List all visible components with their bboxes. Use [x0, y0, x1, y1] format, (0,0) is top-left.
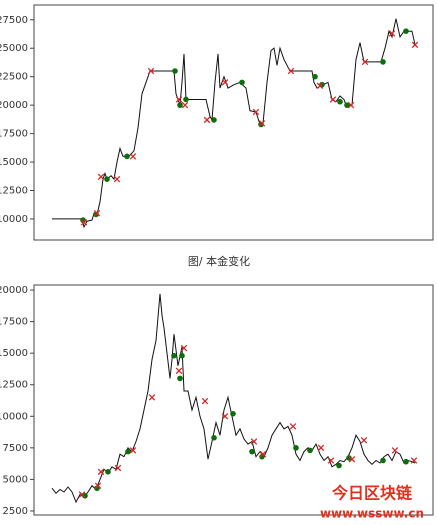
- buy-marker: [125, 448, 131, 455]
- sell-marker: [289, 423, 297, 430]
- buy-marker: [104, 176, 110, 182]
- buy-marker: [337, 98, 343, 105]
- sell-marker: [348, 455, 356, 463]
- sell-marker: [175, 367, 183, 375]
- price-line: [52, 18, 416, 229]
- sell-marker: [360, 437, 368, 444]
- buy-marker: [403, 28, 409, 34]
- sell-marker: [203, 116, 211, 124]
- y-tick-label: 5000: [3, 474, 28, 485]
- y-tick-label: 12500: [0, 185, 28, 196]
- y-tick-label: 27500: [0, 15, 28, 26]
- plot-frame: [33, 284, 434, 516]
- buy-marker: [82, 493, 88, 499]
- y-tick-label: 10000: [0, 214, 28, 225]
- sell-marker: [250, 438, 258, 445]
- sell-marker: [347, 101, 355, 109]
- buy-marker: [172, 68, 178, 74]
- sell-marker: [410, 457, 418, 464]
- buy-marker: [380, 457, 386, 464]
- buy-marker: [177, 375, 183, 382]
- y-tick-label: 20000: [0, 285, 28, 296]
- watermark-url: www.wssww.cn: [320, 507, 424, 521]
- sell-marker: [258, 120, 266, 127]
- sell-marker: [327, 457, 335, 464]
- caption: 图/ 本金变化: [188, 254, 250, 268]
- sell-marker: [361, 58, 369, 66]
- buy-marker: [249, 448, 255, 455]
- sell-marker: [259, 450, 267, 458]
- buy-marker: [171, 352, 177, 359]
- sell-marker: [113, 175, 121, 183]
- y-tick-label: 22500: [0, 72, 28, 83]
- sell-marker: [221, 79, 229, 86]
- y-tick-label: 12500: [0, 380, 28, 391]
- sell-marker: [329, 96, 337, 103]
- y-tick-label: 15000: [0, 348, 28, 359]
- y-tick-label: 2500: [3, 506, 28, 517]
- sell-marker: [411, 41, 419, 49]
- sell-marker: [391, 447, 399, 454]
- buy-marker: [211, 117, 217, 123]
- buy-marker: [380, 59, 386, 65]
- sell-marker: [93, 209, 101, 217]
- buy-marker: [336, 462, 342, 469]
- y-tick-label: 10000: [0, 411, 28, 422]
- buy-marker: [346, 455, 352, 461]
- buy-marker: [183, 96, 189, 103]
- buy-marker: [230, 410, 236, 417]
- sell-marker: [94, 482, 102, 489]
- buy-marker: [293, 445, 299, 451]
- sell-marker: [148, 394, 156, 401]
- buy-marker: [124, 153, 130, 160]
- buy-marker: [239, 79, 245, 86]
- sell-marker: [201, 397, 209, 405]
- sell-marker: [147, 67, 155, 75]
- sell-marker: [114, 464, 122, 472]
- buy-marker: [105, 469, 111, 475]
- buy-marker: [179, 352, 185, 359]
- price-line: [51, 293, 416, 504]
- sell-marker: [175, 96, 183, 103]
- sell-marker: [129, 447, 137, 454]
- sell-marker: [180, 344, 188, 352]
- y-tick-label: 15000: [0, 157, 28, 168]
- y-tick-label: 20000: [0, 100, 28, 111]
- buy-marker: [307, 447, 313, 454]
- sell-marker: [181, 101, 189, 109]
- watermark-title: 今日区块链: [331, 484, 413, 503]
- sell-marker: [287, 67, 295, 75]
- sell-marker: [252, 108, 260, 116]
- y-tick-label: 7500: [3, 443, 28, 454]
- sell-marker: [80, 219, 88, 226]
- buy-marker: [403, 458, 409, 465]
- y-tick-label: 17500: [0, 129, 28, 140]
- buy-marker: [211, 434, 217, 441]
- y-tick-label: 25000: [0, 43, 28, 54]
- sell-marker: [388, 30, 396, 37]
- plot-frame: [33, 4, 434, 241]
- buy-marker: [312, 73, 318, 80]
- sell-marker: [97, 173, 105, 181]
- buy-marker: [344, 102, 350, 108]
- sell-marker: [78, 491, 86, 498]
- sell-marker: [97, 468, 105, 476]
- sell-marker: [129, 153, 137, 160]
- buy-marker: [177, 102, 183, 108]
- y-tick-label: 17500: [0, 317, 28, 328]
- sell-marker: [221, 413, 229, 420]
- sell-marker: [317, 444, 325, 452]
- sell-marker: [316, 82, 324, 90]
